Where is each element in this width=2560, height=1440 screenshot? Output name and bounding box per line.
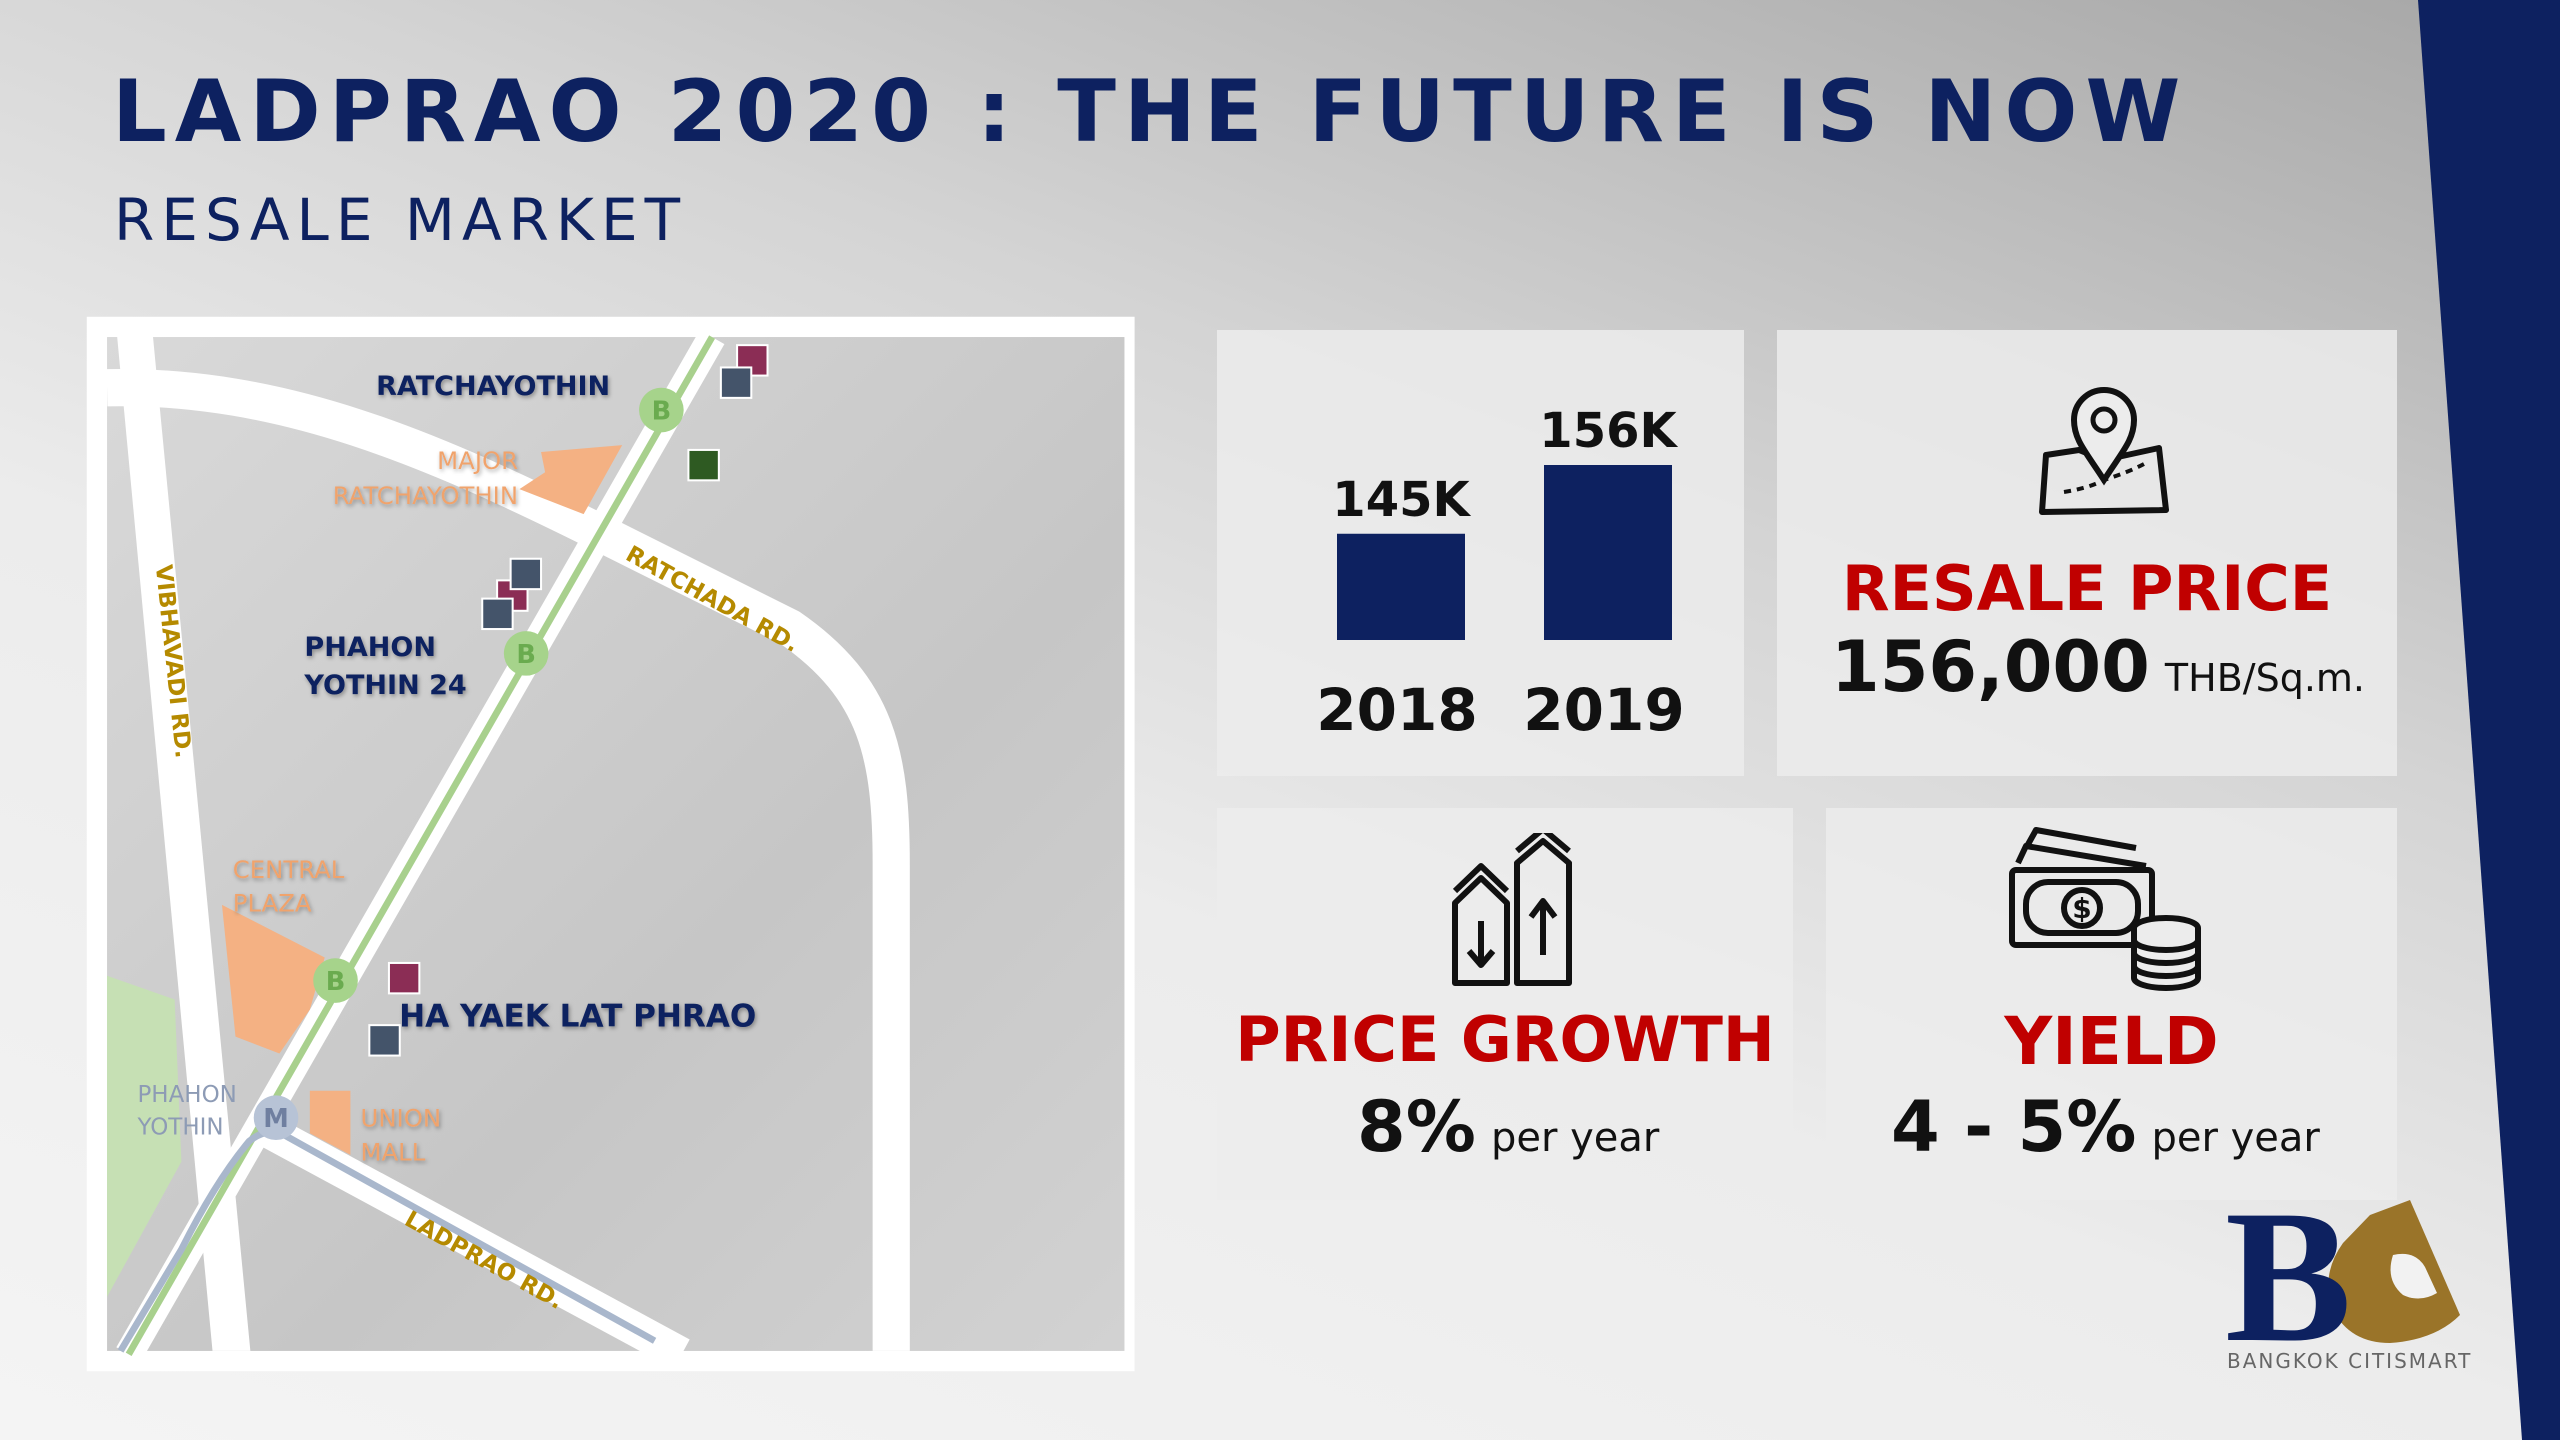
bts-line [125, 335, 716, 1356]
map-pin-icon [2039, 387, 2169, 515]
location-map: B B B M RATCHAYOTHIN PHAHON YOTHIN 24 HA… [86, 316, 1135, 1372]
resale-price-unit: THB/Sq.m. [2164, 656, 2365, 700]
bts-station-ratchayothin: B [639, 387, 684, 433]
year-label: 2019 [1523, 676, 1684, 744]
resale-price-value: 156,000 [1831, 626, 2150, 708]
bc-logo-mark: B [2225, 1172, 2460, 1382]
major-ratchayothin-mall [519, 445, 623, 515]
station-label-ratchayothin: RATCHAYOTHIN [376, 371, 610, 402]
bts-station-ha-yaek: B [313, 958, 358, 1003]
svg-text:M: M [263, 1104, 289, 1134]
bts-station-phahon-yothin-24: B [503, 631, 549, 676]
logo-text: BANGKOK CITISMART [2227, 1349, 2473, 1373]
park-area [107, 975, 182, 1297]
mall-label-central-2: PLAZA [233, 889, 312, 918]
project-marker [509, 557, 543, 591]
resale-price-label: RESALE PRICE [1841, 552, 2333, 625]
mrt-station-phahon-yothin: M [253, 1095, 299, 1141]
company-logo: B BANGKOK CITISMART [2225, 1172, 2485, 1382]
project-marker [368, 1024, 401, 1057]
money-icon: $ [2009, 827, 2201, 991]
bar-value-label: 156K [1539, 403, 1678, 459]
price-bar-chart: 145K 2018 156K 2019 [1316, 403, 1684, 744]
price-growth-value: 8% [1357, 1086, 1476, 1168]
price-growth-unit: per year [1490, 1115, 1660, 1161]
station-label-ha-yaek: HA YAEK LAT PHRAO [399, 998, 756, 1034]
central-plaza-mall [221, 904, 325, 1054]
project-marker [719, 366, 753, 399]
resale-price-card: RESALE PRICE 156,000 THB/Sq.m. [1777, 330, 2397, 776]
yield-value: 4 - 5% [1891, 1086, 2137, 1168]
yield-card: $ YIELD 4 - 5% per year [1826, 808, 2397, 1200]
mall-label-central-1: CENTRAL [233, 855, 345, 884]
svg-text:B: B [652, 397, 672, 427]
vibhavadi-road [117, 337, 251, 1351]
yield-label: YIELD [2004, 1003, 2219, 1080]
price-growth-card: PRICE GROWTH 8% per year [1217, 808, 1793, 1200]
mrt-label-2: YOTHIN [136, 1115, 223, 1141]
yield-unit: per year [2151, 1115, 2320, 1161]
station-label-phahon-1: PHAHON [304, 632, 436, 663]
mall-label-major-2: RATCHAYOTHIN [333, 481, 518, 510]
bar-2019 [1544, 465, 1672, 640]
union-mall [309, 1090, 351, 1155]
page-title: LADPRAO 2020 : THE FUTURE IS NOW [112, 62, 2189, 162]
svg-text:$: $ [2072, 892, 2091, 925]
bar-value-label: 145K [1332, 472, 1471, 528]
year-label: 2018 [1316, 676, 1477, 744]
ratchada-road [106, 369, 910, 1351]
bar-2018 [1337, 533, 1465, 640]
mall-label-union-1: UNION [361, 1104, 442, 1133]
project-marker [481, 597, 514, 631]
project-marker [387, 961, 421, 995]
svg-text:B: B [516, 640, 536, 670]
project-marker [687, 448, 720, 482]
page-subtitle: RESALE MARKET [114, 186, 688, 254]
growth-houses-icon [1452, 833, 1572, 986]
svg-text:B: B [2225, 1195, 2352, 1345]
mall-label-major-1: MAJOR [437, 446, 518, 475]
price-growth-label: PRICE GROWTH [1235, 1003, 1775, 1076]
mrt-label-1: PHAHON [137, 1082, 236, 1108]
svg-text:B: B [326, 967, 346, 997]
station-label-phahon-2: YOTHIN 24 [303, 670, 466, 701]
mall-label-union-2: MALL [361, 1137, 426, 1166]
